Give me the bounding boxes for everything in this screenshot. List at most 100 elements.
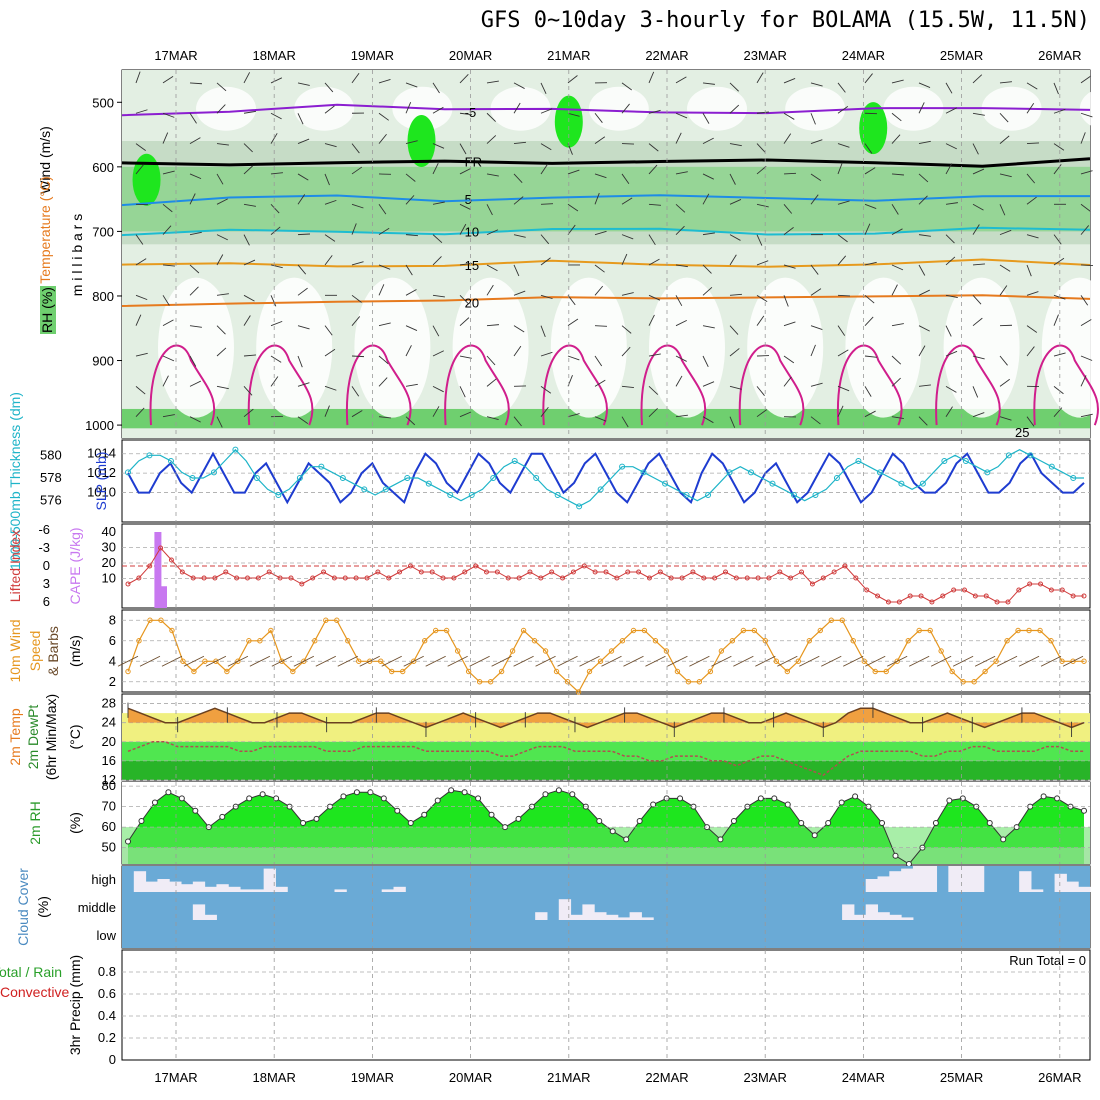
wind-barb [432, 143, 445, 149]
lifted-index-marker [777, 569, 783, 575]
wind-barb [378, 78, 391, 84]
thickness-marker [855, 458, 862, 464]
wind-speed-line [127, 619, 1084, 693]
rh-shade-green [122, 166, 1090, 232]
rh2m-marker [569, 791, 576, 798]
wind-barb [756, 165, 767, 175]
wind-barb-10m [711, 655, 732, 667]
wind-barb [405, 195, 415, 205]
wind-barb [918, 102, 925, 114]
wind-barb [1053, 352, 1066, 357]
wind-barb [729, 416, 736, 428]
wind-barb [486, 229, 499, 236]
wind-barb [783, 77, 796, 84]
wind-speed-marker [268, 627, 274, 634]
cloud-bar-middle [558, 899, 572, 920]
wind-barb [324, 325, 333, 336]
wind-barb [756, 294, 768, 303]
wind-barb-10m [513, 655, 534, 667]
wind-barb [459, 411, 472, 418]
wind-barb [810, 325, 823, 330]
lifted-index-marker [407, 563, 413, 569]
thickness-marker [1070, 475, 1077, 481]
wind-speed-marker [1004, 638, 1010, 644]
lifted-index-marker [505, 575, 511, 581]
wind-barb [162, 170, 175, 175]
wind-barb [1026, 264, 1032, 277]
ytick-label: 1000 [85, 418, 114, 433]
wind-barb [864, 73, 873, 84]
wind-speed-marker [1037, 627, 1043, 634]
wind-barb [216, 254, 224, 266]
lifted-index-marker [962, 587, 967, 593]
cloud-bar-high [181, 884, 194, 892]
wind-barb-10m [315, 655, 336, 667]
rh2m-marker [515, 815, 522, 822]
wind-barb [405, 140, 418, 145]
wind-barb [135, 386, 146, 395]
wind-barb [891, 284, 898, 296]
rh2m-marker [636, 817, 643, 824]
cloud-bar-middle [192, 904, 206, 920]
wind-barb [675, 76, 687, 84]
wind-barb [594, 173, 607, 179]
lifted-index-marker [473, 563, 479, 569]
wind-barb [945, 406, 953, 417]
temp-band-darkgreen [122, 760, 1090, 780]
wind-barb [837, 349, 849, 357]
wind-barb [351, 386, 360, 397]
wind-speed-marker [938, 648, 944, 654]
lifted-index-marker [896, 599, 902, 605]
wind-barb [459, 168, 471, 175]
wind-speed-marker [400, 668, 406, 675]
lifted-index-marker [331, 575, 337, 581]
wind-speed-marker [454, 648, 461, 654]
wind-barb [162, 132, 169, 144]
wind-barb [243, 354, 256, 357]
isotherm-label: 20 [465, 295, 479, 310]
rh2m-marker [811, 832, 818, 839]
wind-barb [135, 234, 144, 245]
wind-barb [837, 294, 851, 297]
wind-speed-marker [817, 627, 823, 634]
rh2m-band-low [122, 847, 1090, 864]
wind-speed-marker [1070, 658, 1076, 664]
wind-barb [972, 224, 980, 235]
wind-barb [324, 173, 330, 186]
wind-speed-marker [158, 617, 164, 623]
lifted-index-marker [158, 545, 164, 551]
wind-barb [135, 294, 148, 301]
isotherm-line [121, 157, 1091, 168]
wind-barb [486, 416, 499, 421]
wind-barb [270, 203, 280, 214]
wind-barb [540, 385, 552, 394]
wind-barb [1053, 164, 1062, 175]
cloud-bar-high [381, 889, 395, 892]
lifted-index-marker [875, 593, 881, 599]
cloud-bar-high [1054, 873, 1067, 892]
wind-barb [729, 82, 739, 92]
wind-barb [675, 203, 686, 213]
wind-barb [621, 346, 631, 357]
wind-speed-marker [685, 679, 692, 685]
wind-barb [810, 288, 822, 296]
date-label-bottom: 23MAR [744, 1070, 787, 1085]
cloud-bar-high [133, 871, 147, 892]
lifted-index-marker [549, 569, 555, 575]
ytick-label: 900 [92, 354, 114, 369]
lifted-index-marker [375, 569, 381, 575]
wind-barb [432, 406, 440, 417]
wind-barb-10m [161, 655, 183, 667]
wind-speed-marker [707, 668, 714, 675]
wind-barb [486, 204, 493, 216]
ytick-label: 24 [102, 715, 116, 730]
thickness-marker [1048, 463, 1055, 470]
wind-barb [324, 143, 337, 148]
cloud-bar-high [145, 881, 158, 892]
wind-barb [729, 173, 736, 185]
wind-barb [648, 203, 661, 206]
wind-barb [486, 324, 499, 327]
cloud-bar-high [240, 889, 253, 892]
thickness-marker [554, 492, 561, 498]
rh-dry-patch [649, 277, 725, 418]
